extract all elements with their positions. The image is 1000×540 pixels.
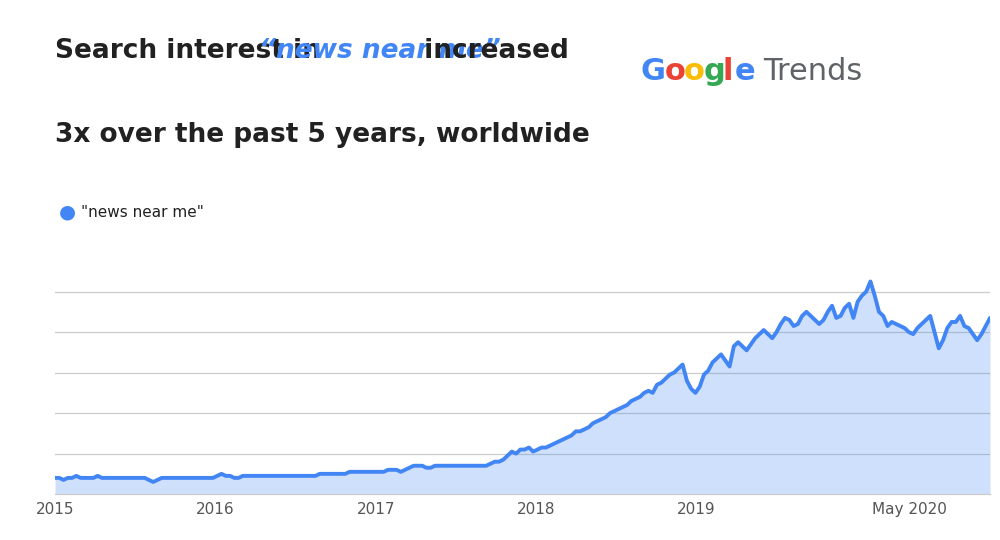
- Text: Search interest in: Search interest in: [55, 38, 330, 64]
- Text: G: G: [640, 57, 665, 86]
- Text: g: g: [703, 57, 725, 86]
- Text: 3x over the past 5 years, worldwide: 3x over the past 5 years, worldwide: [55, 122, 590, 147]
- Text: e: e: [735, 57, 756, 86]
- Text: o: o: [684, 57, 705, 86]
- Text: Trends: Trends: [763, 57, 862, 86]
- Text: increased: increased: [415, 38, 569, 64]
- Text: o: o: [664, 57, 685, 86]
- Text: “news near me”: “news near me”: [259, 38, 501, 64]
- Text: "news near me": "news near me": [81, 205, 204, 220]
- Text: l: l: [723, 57, 733, 86]
- Text: ●: ●: [59, 202, 76, 221]
